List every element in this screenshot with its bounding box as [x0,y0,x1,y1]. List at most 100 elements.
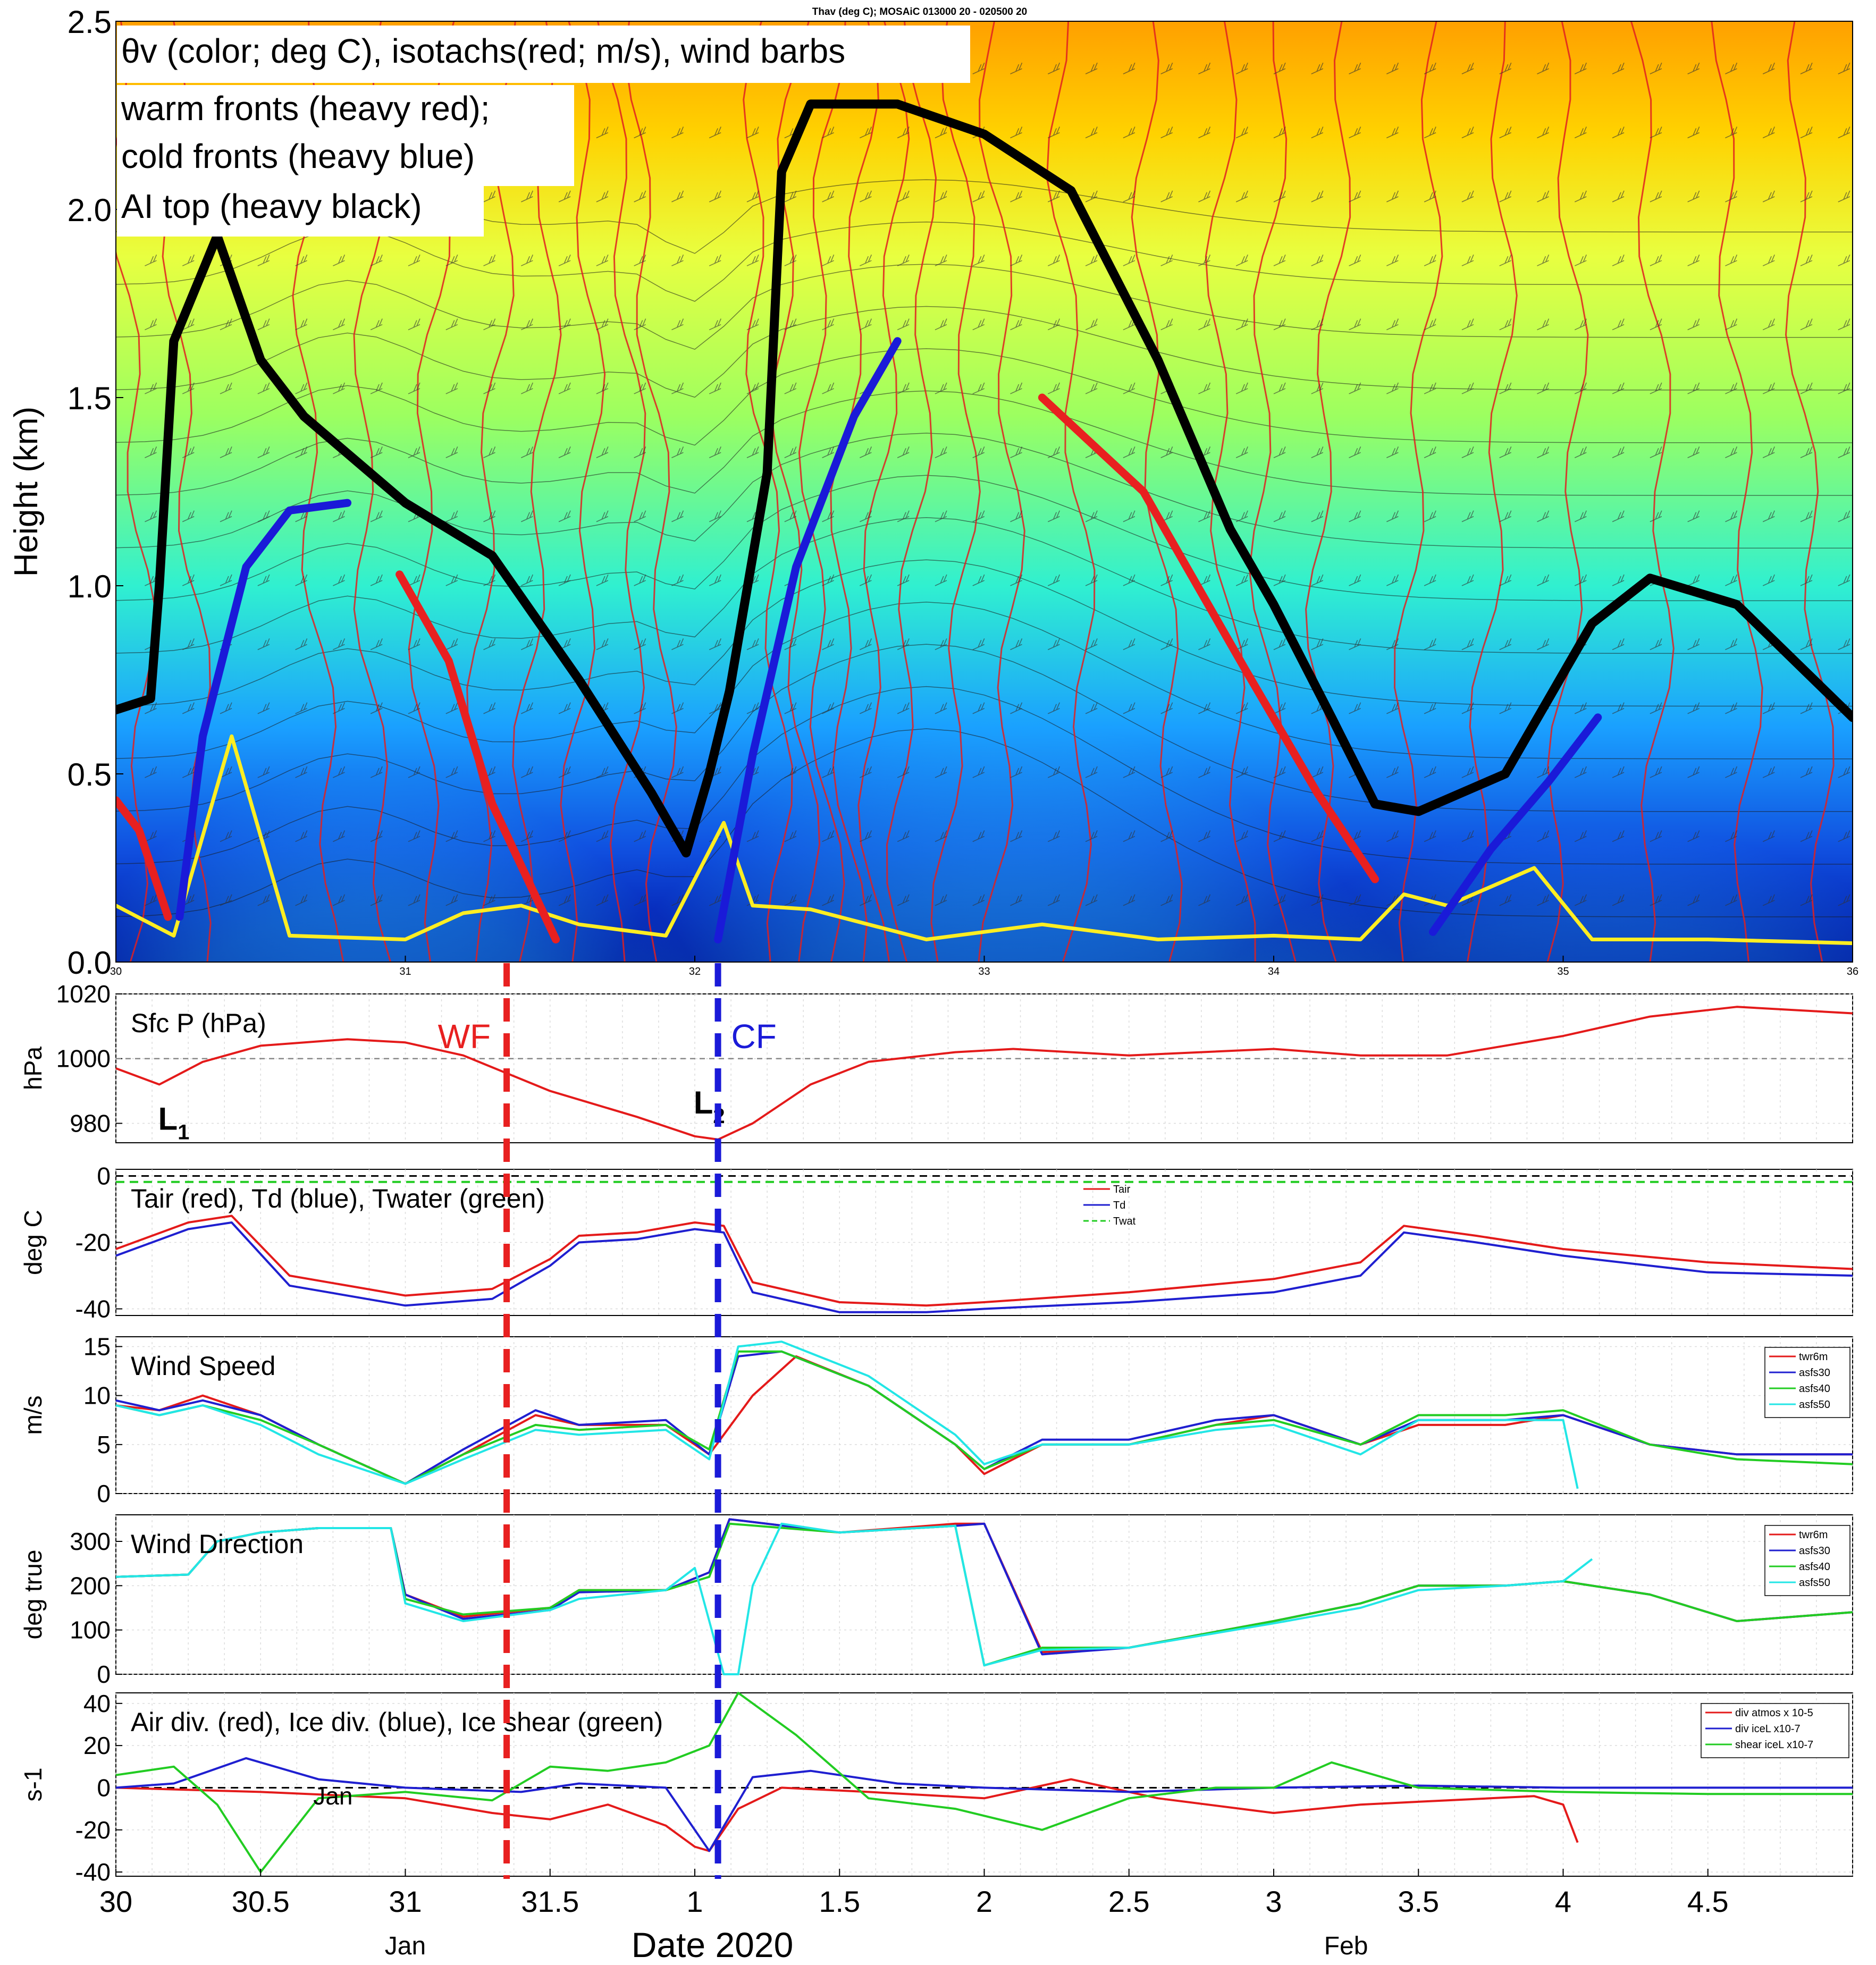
wind-barb [257,894,270,906]
ai-top-line [116,99,1853,858]
legend-label: Td [1113,1200,1125,1211]
wind-barb [1010,830,1023,842]
wind-barb [1461,254,1474,266]
panel-2: 0 -20 -40 Tair (red), Td (blue), Twater (gr… [19,1162,1853,1323]
wind-barb [709,510,721,522]
wind-barb [1725,318,1738,331]
wind-barb [1499,190,1512,203]
wind-barb [520,190,534,203]
wind-barb [1160,62,1173,74]
wind-barb [1650,62,1662,74]
wind-barb [746,446,759,459]
wind-barb [1235,62,1248,74]
wind-barb [370,254,383,266]
wind-barb [1235,510,1248,522]
wind-barb [445,702,458,714]
panel-ylabel: deg true [19,1550,47,1640]
wind-barb [1574,894,1587,906]
wind-barb [1160,254,1173,266]
wind-barb [558,894,571,906]
wind-barb [671,574,684,586]
wind-barb [1574,830,1587,842]
wind-barb [1800,510,1813,522]
wind-barb [1349,62,1361,74]
x-tick-label: 3.5 [1398,1885,1439,1918]
legend-label: asfs50 [1799,1399,1830,1411]
wind-barb [483,254,496,266]
wind-barb [822,190,835,203]
theta-contour [116,686,1853,865]
wind-barb [1424,830,1436,842]
wind-barb [295,382,308,394]
wind-barb [1650,894,1662,906]
wind-barb [1349,702,1361,714]
wind-barb [935,638,947,651]
wind-barb [483,446,496,459]
legend-box [1764,1347,1850,1418]
wind-barb [1273,126,1286,139]
panel-label: Tair (red), Td (blue), Twater (green) [131,1184,545,1213]
wind-barb [1838,318,1850,331]
wind-barb [1612,126,1625,139]
wind-barb [333,510,346,522]
wind-barb [1687,126,1700,139]
wind-barb [445,318,458,331]
wind-barb [671,510,684,522]
wind-barb [596,190,609,203]
y-tick-label: 0 [97,1660,111,1688]
wind-barb [1537,254,1550,266]
wind-barb [520,766,534,778]
wind-barb [1499,126,1512,139]
theta-y-tick-label: 0.0 [68,945,112,981]
y-tick-label: 5 [97,1431,111,1458]
wind-barb [182,702,195,714]
wind-barb [1010,382,1023,394]
y-tick-label: 300 [70,1528,111,1555]
wind-barb [1612,318,1625,331]
wind-barb [1010,702,1023,714]
wind-barb [1537,318,1550,331]
wind-barb [1687,638,1700,651]
wind-barb [1311,446,1324,459]
wind-barb [746,254,759,266]
wind-barb [1687,702,1700,714]
wind-barb [220,318,232,331]
wind-barb [1424,254,1436,266]
wind-barb [1461,510,1474,522]
wind-barb [709,126,721,139]
date-x-axis: 30 30.5 31 31.5 1 1.5 2 2.5 3 3.5 4 4.5 Jan Feb [99,1869,1729,1960]
wind-barb [1762,894,1775,906]
wind-barb [1160,190,1173,203]
x-tick-label: 30 [99,1885,132,1918]
wind-barb [257,382,270,394]
wind-barb [483,830,496,842]
wind-barb [671,126,684,139]
wind-barb [408,830,420,842]
wind-barb [1198,510,1211,522]
x-tick-label: 31 [389,1885,422,1918]
wind-barb [333,830,346,842]
wind-barb [1349,254,1361,266]
wind-barb [370,510,383,522]
wind-barb [1537,894,1550,906]
x-tick-label: 2.5 [1108,1885,1150,1918]
wind-barb [1047,62,1061,74]
wind-barb [483,382,496,394]
panel-ylabel: deg C [19,1210,47,1275]
wind-barb [1123,830,1135,842]
wind-barb [558,574,571,586]
legend-label: asfs40 [1799,1383,1830,1395]
wind-barb [1123,638,1135,651]
wind-barb [1311,62,1324,74]
theta-contour [116,644,1853,812]
wind-barb [445,446,458,459]
wind-barb [1235,574,1248,586]
series-line [115,1340,1579,1489]
wind-barb [1273,446,1286,459]
y-tick-label: -40 [75,1295,111,1323]
wind-barb [1386,62,1399,74]
theta-x-tick-label: 33 [978,966,990,977]
wind-barb [897,254,910,266]
wind-barb [1612,702,1625,714]
